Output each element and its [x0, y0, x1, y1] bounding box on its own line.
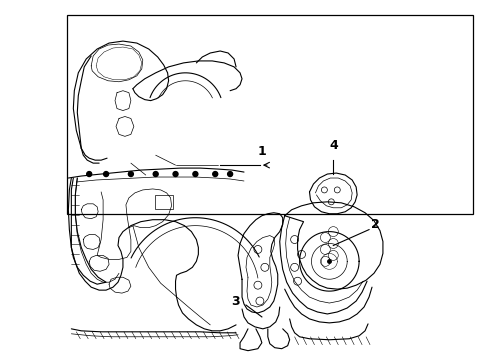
Text: 2: 2 [371, 218, 380, 231]
Text: 1: 1 [257, 145, 266, 158]
Circle shape [153, 172, 158, 176]
Circle shape [87, 172, 92, 176]
Circle shape [173, 172, 178, 176]
Circle shape [213, 172, 218, 176]
Text: 4: 4 [329, 139, 338, 152]
Circle shape [103, 172, 109, 176]
Circle shape [228, 172, 233, 176]
Text: 3: 3 [231, 294, 240, 307]
Bar [155, 195, 172, 209]
Circle shape [128, 172, 133, 176]
Circle shape [193, 172, 198, 176]
Bar [68, 15, 473, 214]
